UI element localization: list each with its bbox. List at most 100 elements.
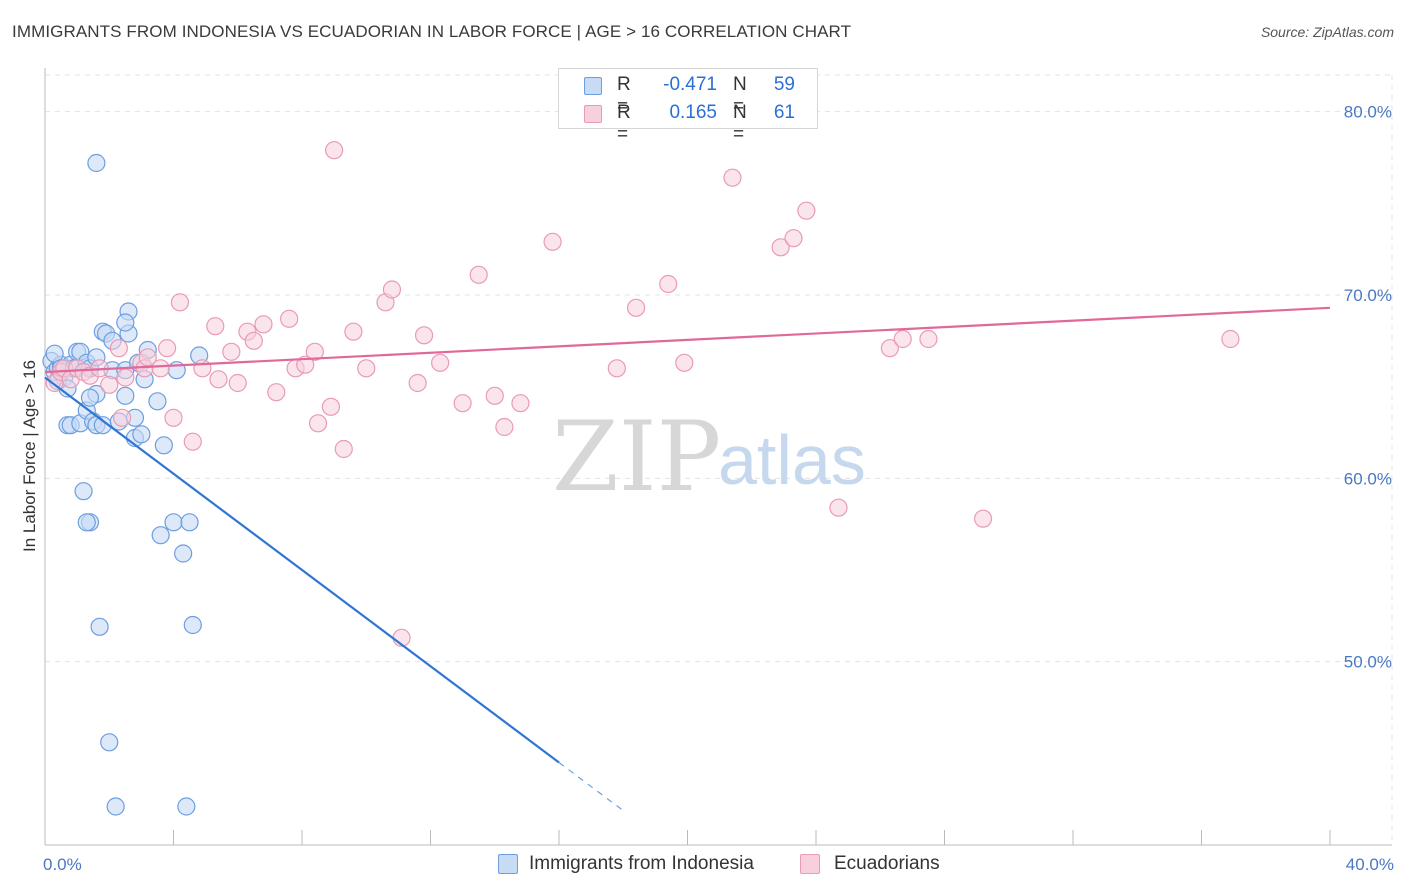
series-ecuadorians xyxy=(45,141,1240,647)
indonesia-point xyxy=(74,482,93,501)
series-immigrants-from-indonesia xyxy=(42,153,209,816)
ecuadorians-point xyxy=(157,339,177,358)
ecuadorians-point xyxy=(151,359,170,378)
source-label: Source: ZipAtlas.com xyxy=(1260,24,1394,40)
ecuadorians-point xyxy=(453,394,472,413)
indonesia-point xyxy=(180,513,199,532)
r-label: R = xyxy=(617,74,631,117)
y-tick-label: 60.0% xyxy=(1344,469,1392,488)
ecuadorians-point xyxy=(919,329,938,349)
ecuadorians-point xyxy=(408,373,427,393)
series-legend: Immigrants from Indonesia Ecuadorians xyxy=(0,851,1406,879)
ecuadorians-point xyxy=(723,168,742,187)
ecuadorians-point xyxy=(771,238,790,257)
ecuadorians-point xyxy=(116,368,135,387)
ecuadorians-point xyxy=(357,359,376,378)
ecuadorians-point xyxy=(511,394,530,413)
ecuadorians-point xyxy=(222,342,241,361)
ecuadorians-point xyxy=(109,339,128,358)
blue-swatch-icon xyxy=(498,854,518,874)
trend-lines xyxy=(44,306,1331,812)
indonesia-point xyxy=(177,797,196,816)
ecuadorians-point xyxy=(267,383,286,402)
blue-swatch-icon xyxy=(584,77,602,95)
indonesia-point xyxy=(132,425,151,444)
pink-swatch-icon xyxy=(584,105,602,123)
watermark-atlas: atlas xyxy=(718,421,866,499)
indonesia-point xyxy=(100,733,119,752)
axes xyxy=(44,68,1392,846)
ecuadorians-point xyxy=(308,414,328,433)
watermark: ZIP atlas xyxy=(552,401,866,513)
x-tick-label: 0.0% xyxy=(43,855,82,874)
ecuadorians-point xyxy=(829,498,848,517)
legend-label-indonesia: Immigrants from Indonesia xyxy=(529,853,754,874)
ecuadorians-point xyxy=(469,265,488,284)
ecuadorians-point xyxy=(334,439,353,459)
indonesia-point xyxy=(80,388,100,407)
chart-title: IMMIGRANTS FROM INDONESIA VS ECUADORIAN … xyxy=(12,22,852,41)
indonesia-trend-extension xyxy=(558,762,624,812)
ecuadorians-point xyxy=(431,353,450,372)
ecuadorians-point xyxy=(880,339,899,358)
correlation-legend: R = -0.471 N = 59 R = 0.165 N = 61 xyxy=(558,68,818,145)
indonesia-point xyxy=(151,526,170,545)
ecuadorians-point xyxy=(170,293,190,312)
n-value: 59 xyxy=(773,74,795,95)
n-label: N = xyxy=(733,74,747,117)
legend-label-ecuadorians: Ecuadorians xyxy=(834,853,940,874)
ecuadorians-point xyxy=(414,326,434,345)
ecuadorians-point xyxy=(112,408,132,427)
indonesia-point xyxy=(106,797,125,816)
indonesia-trend-line xyxy=(44,376,560,764)
indonesia-point xyxy=(116,313,135,332)
n-label: N = xyxy=(733,102,747,145)
ecuadorians-point xyxy=(280,309,299,328)
indonesia-point xyxy=(154,436,173,455)
ecuadorians-point xyxy=(193,359,212,378)
ecuadorians-point xyxy=(495,417,514,437)
indonesia-point xyxy=(87,153,106,173)
ecuadorians-point xyxy=(626,298,646,317)
n-value: 61 xyxy=(773,102,795,123)
ecuadorians-point xyxy=(183,432,202,451)
r-value: -0.471 xyxy=(663,74,717,95)
ecuadorians-point xyxy=(254,315,273,334)
y-tick-label: 80.0% xyxy=(1344,103,1392,122)
ecuadorians-point xyxy=(305,342,324,361)
y-tick-label: 70.0% xyxy=(1344,286,1392,305)
indonesia-point xyxy=(90,617,109,636)
r-value: 0.165 xyxy=(669,102,717,123)
ecuadorians-point xyxy=(675,353,694,372)
pink-swatch-icon xyxy=(800,854,820,874)
ecuadorians-point xyxy=(164,408,183,427)
r-label: R = xyxy=(617,102,631,145)
ecuadorians-point xyxy=(797,201,816,220)
ecuadorians-point xyxy=(206,317,225,336)
ecuadorians-point xyxy=(1221,329,1240,349)
ecuadorians-point xyxy=(321,397,341,416)
ecuadorians-point xyxy=(209,370,228,389)
indonesia-point xyxy=(183,615,202,635)
indonesia-point xyxy=(116,386,135,405)
indonesia-point xyxy=(164,513,183,532)
tick-labels: 50.0% 60.0% 70.0% 80.0% 0.0% 40.0% xyxy=(43,103,1394,874)
ecuadorians-point xyxy=(784,229,803,248)
indonesia-point xyxy=(174,544,193,563)
ecuadorians-point xyxy=(344,322,363,341)
indonesia-point xyxy=(77,513,96,532)
indonesia-point xyxy=(148,392,167,411)
ecuadorians-trend-line xyxy=(44,306,1331,374)
ecuadorians-point xyxy=(543,232,562,251)
x-tick-label: 40.0% xyxy=(1346,855,1394,874)
ecuadorians-point xyxy=(228,373,247,393)
y-axis-label: In Labor Force | Age > 16 xyxy=(20,360,39,552)
ecuadorians-point xyxy=(893,329,912,349)
ecuadorians-point xyxy=(244,331,263,350)
grid-lines xyxy=(45,74,1393,845)
ecuadorians-point xyxy=(296,355,315,374)
ecuadorians-point xyxy=(325,141,344,160)
ecuadorians-point xyxy=(485,386,504,405)
ecuadorians-point xyxy=(607,359,626,378)
